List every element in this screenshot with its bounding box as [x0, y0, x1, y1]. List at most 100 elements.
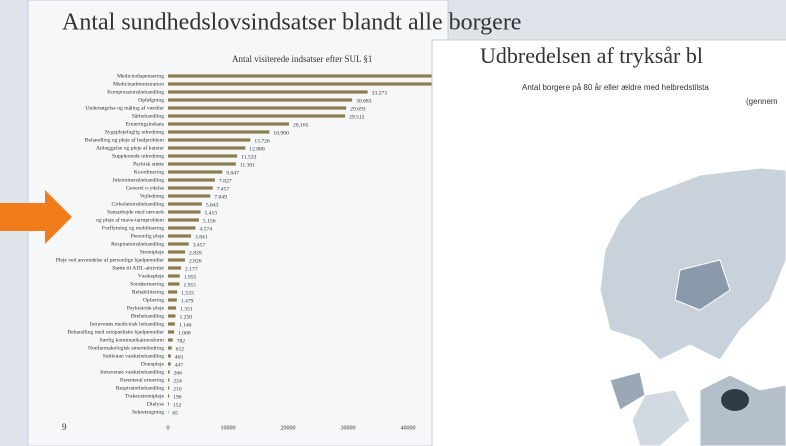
- category-label: Ernæringsindsats: [125, 121, 164, 127]
- bar: [168, 130, 270, 134]
- value-label: 1.250: [180, 314, 193, 320]
- x-tick-label: 0: [167, 425, 170, 431]
- bar: [168, 290, 178, 294]
- value-label: 12.880: [249, 146, 265, 152]
- category-label: Inkontinensbehandling: [113, 177, 164, 183]
- value-label: 30.683: [356, 98, 372, 104]
- value-label: 9.047: [226, 170, 239, 176]
- x-tick-label: 30000: [341, 425, 356, 431]
- category-label: Generel o-ydelse: [126, 185, 165, 191]
- value-label: 1.479: [181, 298, 194, 304]
- value-label: 447: [175, 362, 184, 368]
- bar: [168, 386, 170, 390]
- bar: [168, 378, 170, 382]
- value-label: 16.900: [273, 130, 289, 136]
- bar: [168, 402, 169, 406]
- value-label: 5.413: [204, 210, 217, 216]
- category-label: Behandling med ortopædiske hjælpemidler: [68, 329, 165, 335]
- bar: [168, 226, 196, 230]
- value-label: 11.533: [241, 154, 256, 160]
- x-tick-label: 10000: [221, 425, 236, 431]
- category-label: Vejledning: [140, 193, 164, 199]
- category-label: Koordinering: [134, 169, 164, 175]
- bar: [168, 370, 170, 374]
- bar: [168, 242, 189, 246]
- bar: [168, 98, 353, 102]
- value-label: 210: [173, 386, 182, 392]
- category-label: Undersøgelse og måling af værdier: [85, 104, 164, 111]
- bar: [168, 74, 480, 78]
- value-label: 4.574: [199, 226, 212, 232]
- bar: [168, 354, 171, 358]
- category-label: Særlig kommunikationsform: [100, 336, 165, 343]
- bar: [168, 194, 211, 198]
- category-label: Sygeplejefaglig udredning: [105, 128, 164, 135]
- value-label: 612: [176, 346, 185, 352]
- bar: [168, 258, 185, 262]
- category-label: Respiratorbehandling: [116, 385, 164, 391]
- chart-subtitle: Antal visiterede indsatser efter SUL §1: [232, 54, 372, 64]
- value-label: 1.955: [184, 274, 197, 280]
- value-label: 65: [172, 410, 178, 416]
- category-label: Intravenøs væskebehandling: [100, 369, 164, 375]
- bar: [168, 90, 368, 94]
- value-label: 7.457: [217, 186, 230, 192]
- map-region: [609, 371, 646, 411]
- bar: [168, 266, 182, 270]
- value-label: 20.165: [293, 122, 309, 128]
- value-label: 3.841: [195, 234, 208, 240]
- value-label: 1.915: [183, 282, 196, 288]
- category-label: Supplerende udredning: [112, 153, 164, 159]
- slide-right: Udbredelsen af tryksår bl Antal borgere …: [431, 39, 786, 446]
- value-label: 13.726: [254, 138, 270, 144]
- slide-subtitle: (gennem: [746, 97, 778, 106]
- category-label: Psykiatrisk pleje: [127, 305, 165, 311]
- map-region: [631, 389, 691, 446]
- bar: [168, 138, 251, 142]
- value-label: 1.351: [180, 306, 193, 312]
- value-label: 7.827: [219, 178, 232, 184]
- map-region: [599, 167, 786, 361]
- category-label: Respirationsbehandling: [111, 241, 164, 247]
- bar: [168, 178, 215, 182]
- bar: [168, 322, 175, 326]
- bar: [168, 362, 171, 366]
- bar: [168, 218, 199, 222]
- category-label: Nonfarmakologisk smertelindring: [88, 344, 164, 351]
- bar: [168, 274, 180, 278]
- value-label: 463: [175, 354, 184, 360]
- category-label: Medicindispensering: [117, 73, 164, 79]
- bar: [168, 122, 289, 126]
- category-label: Væskepleje: [138, 273, 165, 279]
- category-label: Anlæggelse og pleje af kateter: [96, 144, 164, 151]
- category-label: Sondeernæring: [130, 281, 164, 287]
- category-label: Forflytning og mobilisering: [102, 224, 164, 231]
- category-label: og pleje af mave-tarmproblem: [96, 216, 165, 223]
- category-label: Rehabilitering: [132, 289, 164, 295]
- bar-chart: Medicindispensering Medicinadministration…: [56, 73, 480, 431]
- bar: [168, 282, 180, 286]
- category-label: Psykisk støtte: [133, 161, 164, 167]
- category-label: Pleje ved anvendelse af personlige hjælp…: [56, 256, 164, 263]
- value-label: 1.146: [179, 322, 192, 328]
- value-label: 1.533: [181, 290, 194, 296]
- arrow: [0, 190, 72, 244]
- slide-title: Antal sundhedslovsindsatser blandt alle …: [62, 10, 521, 36]
- value-label: 196: [173, 394, 182, 400]
- value-label: 266: [174, 370, 183, 376]
- bar: [168, 306, 177, 310]
- value-label: 3.457: [193, 242, 206, 248]
- value-label: 2.177: [185, 266, 198, 272]
- map-region: [721, 389, 749, 411]
- value-label: 33.273: [372, 90, 388, 96]
- category-label: Subkutan væskebehandling: [103, 353, 165, 359]
- bar: [168, 170, 223, 174]
- bar: [168, 162, 236, 166]
- map-region: [699, 374, 786, 446]
- value-label: 29.693: [350, 106, 366, 112]
- bar: [168, 106, 347, 110]
- bar: [168, 146, 246, 150]
- value-label: 29.512: [349, 114, 365, 120]
- bar: [168, 202, 202, 206]
- value-label: 152: [173, 402, 182, 408]
